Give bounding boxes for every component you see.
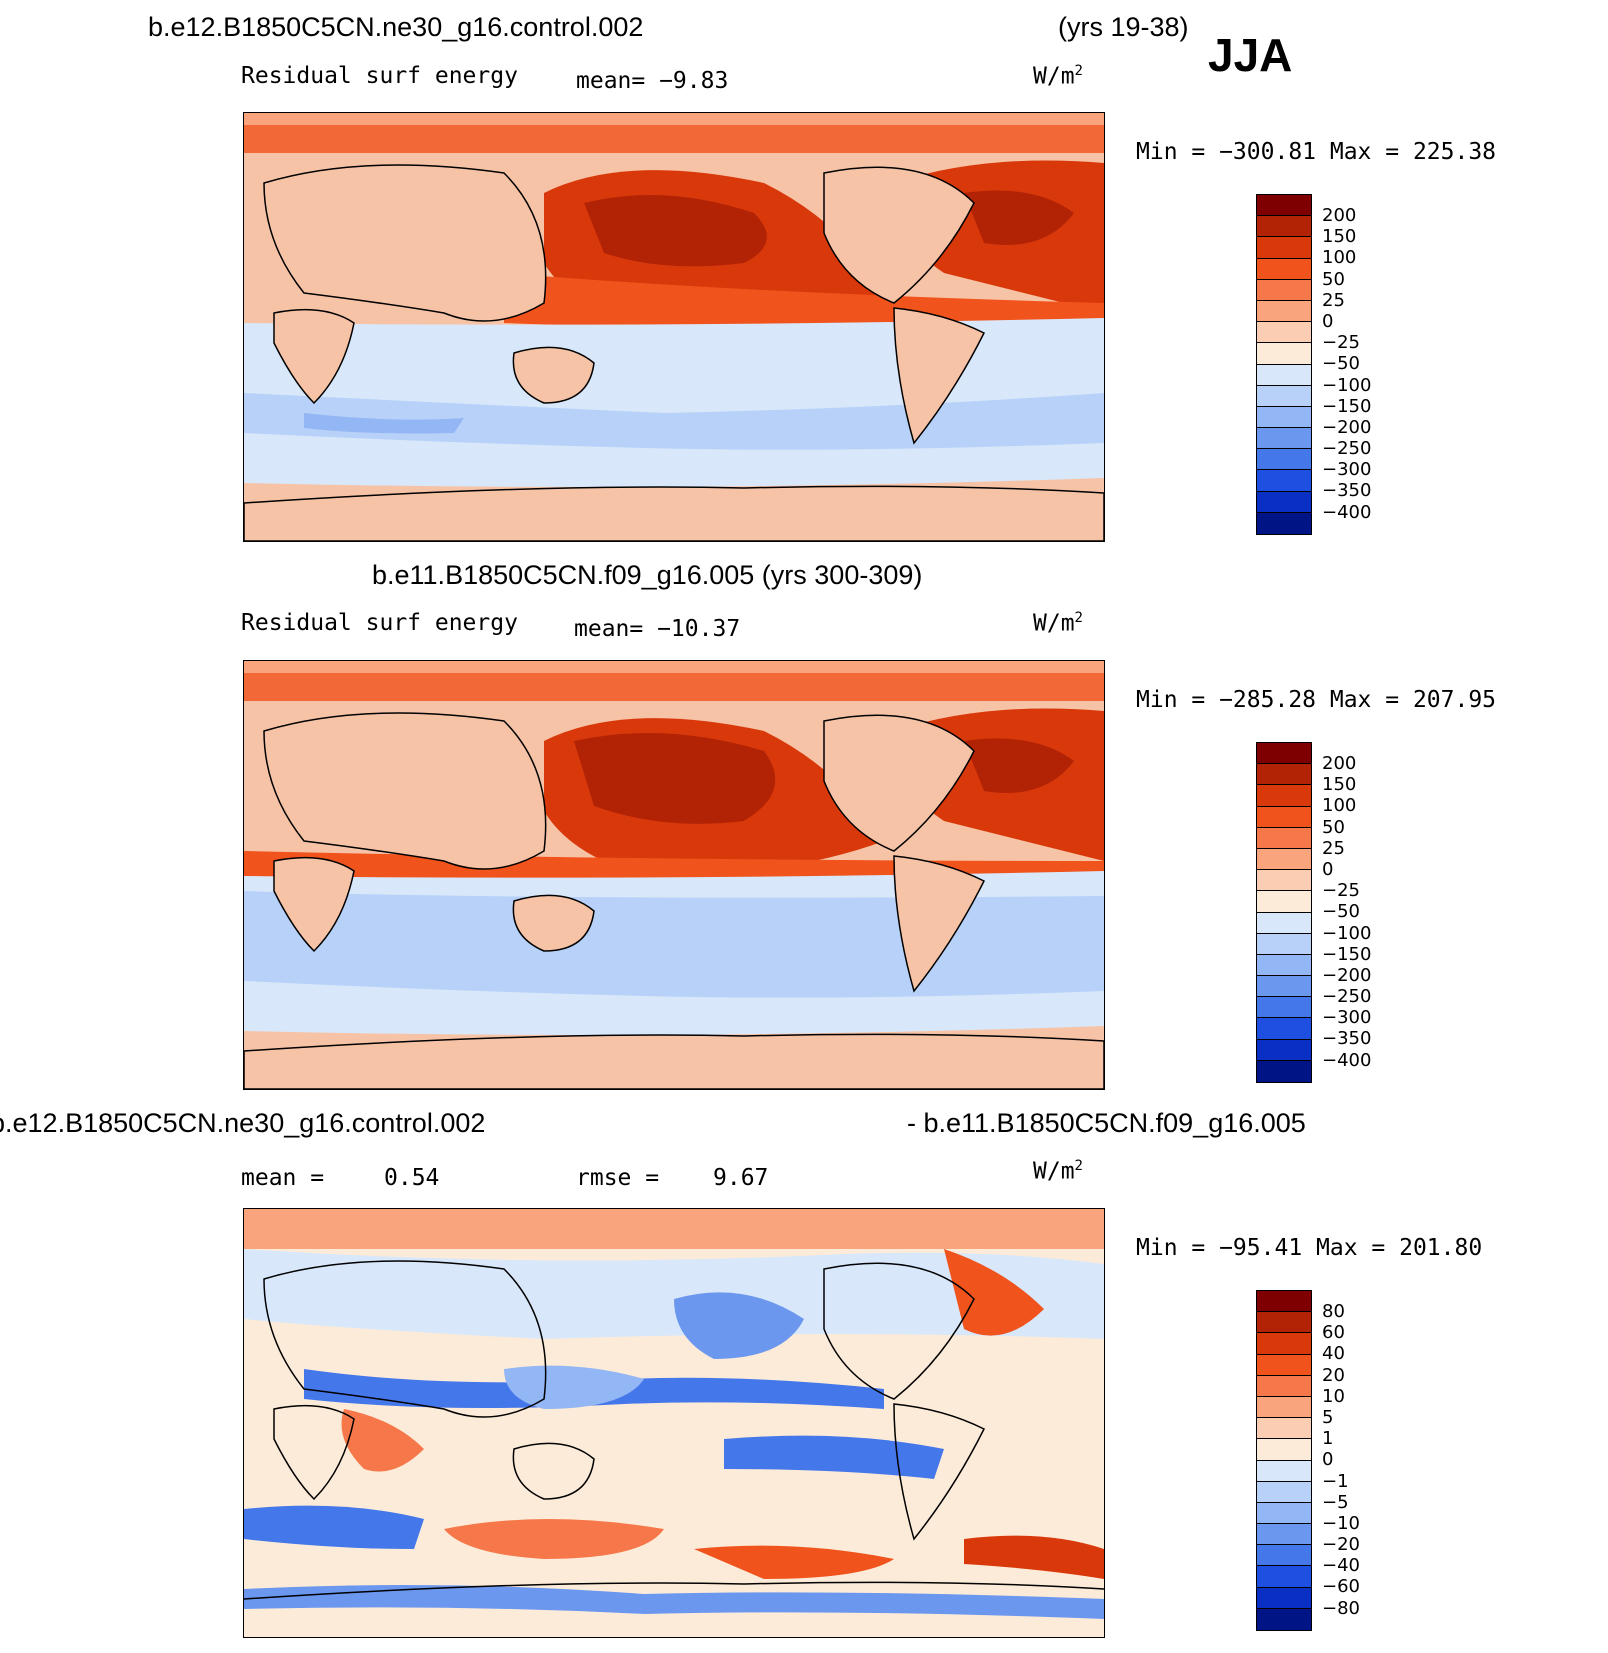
cbar-label: −200 [1322, 416, 1372, 438]
cbar-label: −5 [1322, 1491, 1349, 1513]
panel1-units: W/m2 [1033, 63, 1083, 90]
cbar-label: 150 [1322, 774, 1357, 796]
cbar-label: 20 [1322, 1364, 1345, 1386]
panel1-title: b.e12.B1850C5CN.ne30_g16.control.002 [148, 12, 644, 42]
panel2-map [243, 660, 1105, 1090]
cbar-label: −250 [1322, 438, 1372, 460]
cbar-label: −400 [1322, 501, 1372, 523]
panel3-rmse-label: rmse = [576, 1165, 660, 1191]
cbar-label: 10 [1322, 1385, 1345, 1407]
cbar-label: −100 [1322, 922, 1372, 944]
panel1-minmax: Min = −300.81 Max = 225.38 [1136, 139, 1497, 165]
cbar-label: 40 [1322, 1343, 1345, 1365]
cbar-label: −200 [1322, 964, 1372, 986]
cbar-label: 150 [1322, 226, 1357, 248]
cbar-label: −60 [1322, 1576, 1360, 1598]
cbar-label: −1 [1322, 1470, 1349, 1492]
cbar-label: 100 [1322, 247, 1357, 269]
panel3-colorbar [1256, 1290, 1312, 1631]
panel3-units: W/m2 [1033, 1158, 1083, 1185]
panel2-title: b.e11.B1850C5CN.f09_g16.005 (yrs 300-309… [372, 560, 923, 590]
cbar-label: −400 [1322, 1049, 1372, 1071]
cbar-label: 80 [1322, 1301, 1345, 1322]
cbar-label: −10 [1322, 1512, 1360, 1534]
cbar-label: −300 [1322, 459, 1372, 481]
panel2-units: W/m2 [1033, 610, 1083, 637]
panel3-colorbar-labels: 80 60 40 20 10 5 1 0 −1 −5 −10 −20 −40 −… [1322, 1301, 1360, 1619]
cbar-label: 100 [1322, 795, 1357, 817]
panel3-mean-value: 0.54 [384, 1165, 440, 1191]
cbar-label: 50 [1322, 816, 1345, 838]
cbar-label: −100 [1322, 374, 1372, 396]
panel1-map [243, 112, 1105, 542]
panel2-colorbar-labels: 200 150 100 50 25 0 −25 −50 −100 −150 −2… [1322, 753, 1371, 1071]
panel3-title-left: b.e12.B1850C5CN.ne30_g16.control.002 [0, 1108, 486, 1138]
panel3-title-right: - b.e11.B1850C5CN.f09_g16.005 [907, 1108, 1306, 1138]
cbar-label: 25 [1322, 289, 1345, 311]
season-label: JJA [1208, 29, 1293, 81]
panel3-map [243, 1208, 1105, 1638]
panel2-minmax: Min = −285.28 Max = 207.95 [1136, 687, 1497, 713]
panel2-colorbar [1256, 742, 1312, 1083]
cbar-label: −25 [1322, 880, 1360, 902]
cbar-label: 1 [1322, 1428, 1334, 1450]
cbar-label: 50 [1322, 268, 1345, 290]
cbar-label: 5 [1322, 1406, 1334, 1428]
cbar-label: 200 [1322, 753, 1357, 774]
cbar-label: −25 [1322, 332, 1360, 354]
cbar-label: −150 [1322, 943, 1372, 965]
cbar-label: 200 [1322, 205, 1357, 226]
cbar-label: 0 [1322, 858, 1334, 880]
panel1-variable: Residual surf energy [241, 63, 518, 89]
cbar-label: −50 [1322, 353, 1360, 375]
cbar-label: 0 [1322, 310, 1334, 332]
panel3-rmse-value: 9.67 [713, 1165, 769, 1191]
cbar-label: −40 [1322, 1555, 1360, 1577]
cbar-label: 0 [1322, 1449, 1334, 1471]
cbar-label: −20 [1322, 1534, 1360, 1556]
panel1-colorbar [1256, 194, 1312, 535]
cbar-label: −150 [1322, 395, 1372, 417]
panel2-mean: mean= −10.37 [574, 616, 741, 642]
panel1-years: (yrs 19-38) [1058, 12, 1189, 42]
panel3-minmax: Min = −95.41 Max = 201.80 [1136, 1235, 1483, 1261]
cbar-label: −250 [1322, 986, 1372, 1008]
cbar-label: −80 [1322, 1597, 1360, 1619]
panel2-map-svg [244, 661, 1104, 1089]
cbar-label: 25 [1322, 837, 1345, 859]
panel2-variable: Residual surf energy [241, 610, 518, 636]
cbar-label: 60 [1322, 1322, 1345, 1344]
panel1-map-svg [244, 113, 1104, 541]
panel3-mean-label: mean = [241, 1165, 325, 1191]
cbar-label: −50 [1322, 901, 1360, 923]
panel1-colorbar-labels: 200 150 100 50 25 0 −25 −50 −100 −150 −2… [1322, 205, 1371, 523]
cbar-label: −350 [1322, 480, 1372, 502]
panel3-map-svg [244, 1209, 1104, 1637]
panel1-mean: mean= −9.83 [576, 68, 729, 94]
cbar-label: −300 [1322, 1007, 1372, 1029]
cbar-label: −350 [1322, 1028, 1372, 1050]
